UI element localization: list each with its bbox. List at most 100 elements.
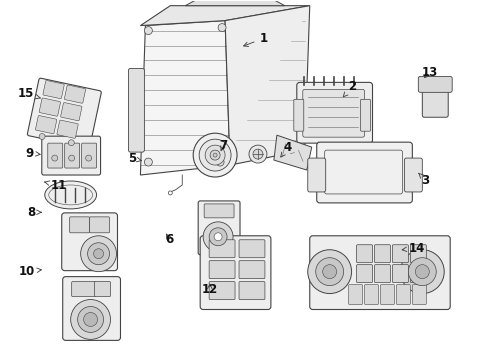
Polygon shape: [225, 6, 310, 165]
Circle shape: [88, 243, 110, 265]
Circle shape: [213, 153, 217, 157]
Circle shape: [84, 312, 98, 327]
Circle shape: [408, 258, 436, 285]
Polygon shape: [141, 6, 310, 26]
FancyBboxPatch shape: [374, 245, 391, 263]
FancyBboxPatch shape: [418, 76, 452, 92]
Circle shape: [253, 149, 263, 159]
Circle shape: [249, 145, 267, 163]
FancyBboxPatch shape: [413, 285, 426, 305]
Text: 8: 8: [27, 206, 41, 219]
Text: 10: 10: [18, 265, 42, 278]
Circle shape: [68, 140, 74, 146]
Circle shape: [52, 155, 58, 161]
FancyBboxPatch shape: [239, 240, 265, 258]
FancyBboxPatch shape: [42, 136, 100, 175]
FancyBboxPatch shape: [303, 89, 365, 137]
Circle shape: [94, 249, 103, 259]
FancyBboxPatch shape: [410, 245, 426, 263]
FancyBboxPatch shape: [43, 81, 64, 99]
FancyBboxPatch shape: [209, 240, 235, 258]
Text: 9: 9: [25, 147, 40, 159]
FancyBboxPatch shape: [294, 99, 304, 131]
FancyBboxPatch shape: [82, 143, 97, 168]
Circle shape: [86, 155, 92, 161]
FancyBboxPatch shape: [396, 285, 410, 305]
FancyBboxPatch shape: [357, 265, 372, 283]
Polygon shape: [185, 0, 285, 6]
FancyBboxPatch shape: [348, 285, 363, 305]
Ellipse shape: [45, 181, 97, 209]
Circle shape: [39, 134, 45, 140]
FancyBboxPatch shape: [239, 261, 265, 279]
FancyBboxPatch shape: [63, 276, 121, 340]
Circle shape: [214, 233, 222, 241]
FancyBboxPatch shape: [410, 265, 426, 283]
Polygon shape: [141, 21, 230, 175]
Text: 5: 5: [127, 152, 142, 165]
FancyBboxPatch shape: [48, 143, 63, 168]
FancyBboxPatch shape: [374, 265, 391, 283]
Circle shape: [323, 265, 337, 279]
Circle shape: [145, 158, 152, 166]
FancyBboxPatch shape: [357, 245, 372, 263]
FancyBboxPatch shape: [422, 88, 448, 117]
FancyBboxPatch shape: [204, 204, 234, 218]
FancyBboxPatch shape: [365, 285, 378, 305]
Circle shape: [400, 250, 444, 293]
FancyBboxPatch shape: [70, 217, 90, 233]
Text: 6: 6: [165, 233, 173, 246]
Circle shape: [416, 265, 429, 279]
FancyBboxPatch shape: [209, 282, 235, 300]
Circle shape: [81, 236, 117, 272]
Circle shape: [308, 250, 352, 293]
FancyBboxPatch shape: [200, 236, 271, 310]
FancyBboxPatch shape: [317, 142, 413, 203]
FancyBboxPatch shape: [392, 245, 408, 263]
FancyBboxPatch shape: [62, 213, 118, 271]
Text: 1: 1: [244, 32, 268, 46]
FancyBboxPatch shape: [392, 265, 408, 283]
FancyBboxPatch shape: [72, 282, 96, 297]
Circle shape: [69, 155, 74, 161]
FancyBboxPatch shape: [90, 217, 110, 233]
FancyBboxPatch shape: [198, 201, 240, 255]
FancyBboxPatch shape: [239, 282, 265, 300]
Circle shape: [71, 300, 111, 339]
Polygon shape: [274, 135, 312, 170]
FancyBboxPatch shape: [95, 282, 111, 297]
Circle shape: [316, 258, 343, 285]
Text: 14: 14: [402, 242, 425, 255]
FancyBboxPatch shape: [27, 78, 101, 148]
FancyBboxPatch shape: [65, 143, 80, 168]
FancyBboxPatch shape: [128, 68, 145, 152]
Text: 2: 2: [343, 80, 356, 97]
FancyBboxPatch shape: [310, 236, 450, 310]
Text: 12: 12: [202, 283, 218, 296]
FancyBboxPatch shape: [404, 158, 422, 192]
FancyBboxPatch shape: [64, 85, 86, 103]
Text: 3: 3: [418, 173, 430, 186]
Circle shape: [168, 191, 172, 195]
Circle shape: [145, 27, 152, 35]
Circle shape: [199, 139, 231, 171]
Circle shape: [210, 150, 220, 160]
Circle shape: [203, 222, 233, 252]
FancyBboxPatch shape: [380, 285, 394, 305]
Circle shape: [216, 158, 224, 166]
FancyBboxPatch shape: [57, 120, 78, 138]
Text: 4: 4: [281, 141, 292, 157]
Circle shape: [77, 306, 103, 332]
Circle shape: [209, 228, 227, 246]
FancyBboxPatch shape: [209, 261, 235, 279]
Text: 7: 7: [219, 139, 227, 152]
Circle shape: [205, 145, 225, 165]
FancyBboxPatch shape: [297, 82, 372, 143]
Circle shape: [218, 24, 226, 32]
FancyBboxPatch shape: [39, 98, 60, 116]
FancyBboxPatch shape: [308, 158, 326, 192]
Text: 15: 15: [18, 87, 40, 100]
FancyBboxPatch shape: [61, 103, 82, 121]
FancyBboxPatch shape: [361, 99, 370, 131]
FancyBboxPatch shape: [35, 116, 57, 134]
